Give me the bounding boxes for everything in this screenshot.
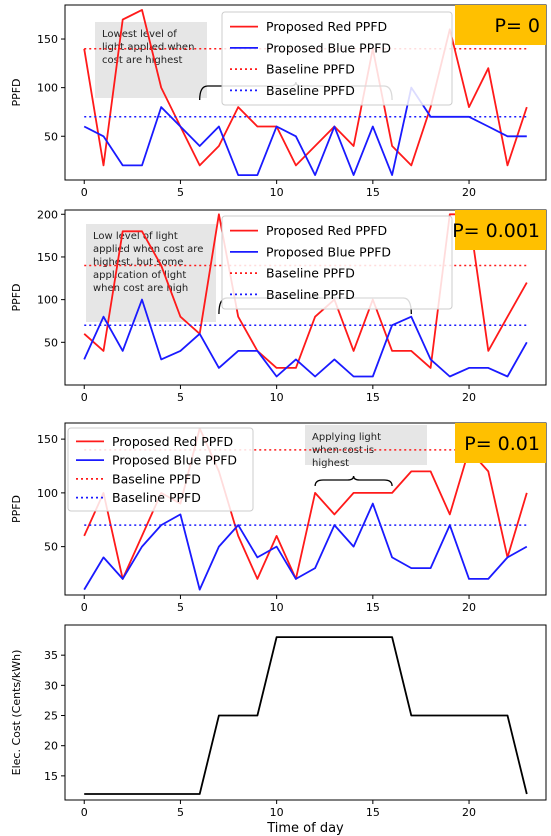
annotation-box (86, 224, 216, 322)
x-tick-label: 10 (270, 601, 284, 614)
x-tick-label: 0 (81, 391, 88, 404)
x-tick-label: 5 (177, 186, 184, 199)
legend-label: Baseline PPFD (266, 62, 355, 77)
y-tick-label: 200 (37, 208, 58, 221)
y-tick-label: 150 (37, 433, 58, 446)
legend-label: Proposed Blue PPFD (112, 453, 237, 468)
series-line-blue (83, 502, 528, 591)
x-tick-label: 10 (270, 806, 284, 819)
p-value-badge (455, 5, 546, 45)
y-tick-label: 25 (44, 710, 58, 723)
x-tick-label: 10 (270, 186, 284, 199)
chart-panel-2: 0 5 10 15 20 50 100 150 200 PPFD Low level of ligh… (10, 208, 547, 404)
x-tick-label: 5 (177, 601, 184, 614)
series-line-red (83, 213, 528, 369)
x-tick-label: 20 (462, 391, 476, 404)
legend (221, 215, 453, 310)
y-tick-label: 50 (44, 336, 58, 349)
legend-label: Baseline PPFD (112, 490, 201, 505)
series-line-blue (83, 86, 527, 177)
y-tick-label: 150 (37, 33, 58, 46)
x-tick-label: 20 (462, 601, 476, 614)
legend-label: Proposed Red PPFD (266, 223, 387, 238)
x-tick-label: 15 (366, 601, 380, 614)
p-value-badge (455, 210, 546, 250)
legend (67, 427, 254, 512)
y-tick-label: 30 (44, 679, 58, 692)
plot-area (64, 624, 547, 801)
p-value-label: P= 0 (494, 15, 540, 37)
x-tick-label: 15 (366, 806, 380, 819)
y-tick-label: 50 (44, 130, 58, 143)
x-tick-label: 20 (462, 186, 476, 199)
y-tick-label: 50 (44, 541, 58, 554)
y-tick-label: 20 (44, 740, 58, 753)
x-tick-label: 5 (177, 806, 184, 819)
p-value-label: P= 0.001 (452, 220, 540, 242)
x-axis-label: Time of day (266, 821, 344, 836)
y-axis-label: PPFD (10, 283, 23, 311)
legend-label: Proposed Red PPFD (266, 19, 387, 34)
chart-panel-1: 0 5 10 15 20 50 100 150 PPFD Lowest level of light… (10, 4, 547, 199)
legend-label: Baseline PPFD (266, 83, 355, 98)
legend-label: Proposed Red PPFD (112, 434, 233, 449)
x-tick-label: 5 (177, 391, 184, 404)
x-tick-label: 0 (81, 806, 88, 819)
legend-label: Baseline PPFD (266, 266, 355, 281)
legend-label: Proposed Blue PPFD (266, 40, 391, 55)
x-tick-label: 0 (81, 601, 88, 614)
x-tick-label: 0 (81, 186, 88, 199)
x-tick-label: 20 (462, 806, 476, 819)
chart-panel-4: 0 5 10 15 20 15 20 25 30 35 Elec. Cost (Cents/kWh)… (10, 624, 547, 836)
y-tick-label: 100 (37, 294, 58, 307)
x-tick-label: 10 (270, 391, 284, 404)
x-tick-label: 15 (366, 186, 380, 199)
legend (221, 11, 453, 106)
y-tick-label: 100 (37, 487, 58, 500)
p-value-badge (455, 423, 546, 463)
annotation-text: Low level of light applied when cost are h… (93, 231, 203, 294)
p-value-label: P= 0.01 (464, 433, 540, 455)
y-tick-label: 35 (44, 649, 58, 662)
legend-label: Proposed Blue PPFD (266, 244, 391, 259)
x-tick-label: 15 (366, 391, 380, 404)
series-line-black (84, 636, 528, 795)
series-line-blue (83, 298, 528, 378)
y-axis-label: Elec. Cost (Cents/kWh) (10, 650, 23, 776)
annotation-box (305, 425, 427, 465)
y-axis-label: PPFD (10, 495, 23, 523)
y-tick-label: 15 (44, 770, 58, 783)
legend-label: Baseline PPFD (112, 471, 201, 486)
y-tick-label: 150 (37, 251, 58, 264)
annotation-text: Lowest level of light applied when cost ar… (102, 29, 194, 66)
brace (314, 475, 393, 487)
chart-panel-3: 0 5 10 15 20 50 100 150 PPFD Applying light when c… (10, 422, 547, 614)
y-axis-label: PPFD (10, 78, 23, 106)
annotation-text: Applying light when cost is highest (312, 432, 381, 469)
legend-label: Baseline PPFD (266, 287, 355, 302)
y-tick-label: 100 (37, 82, 58, 95)
